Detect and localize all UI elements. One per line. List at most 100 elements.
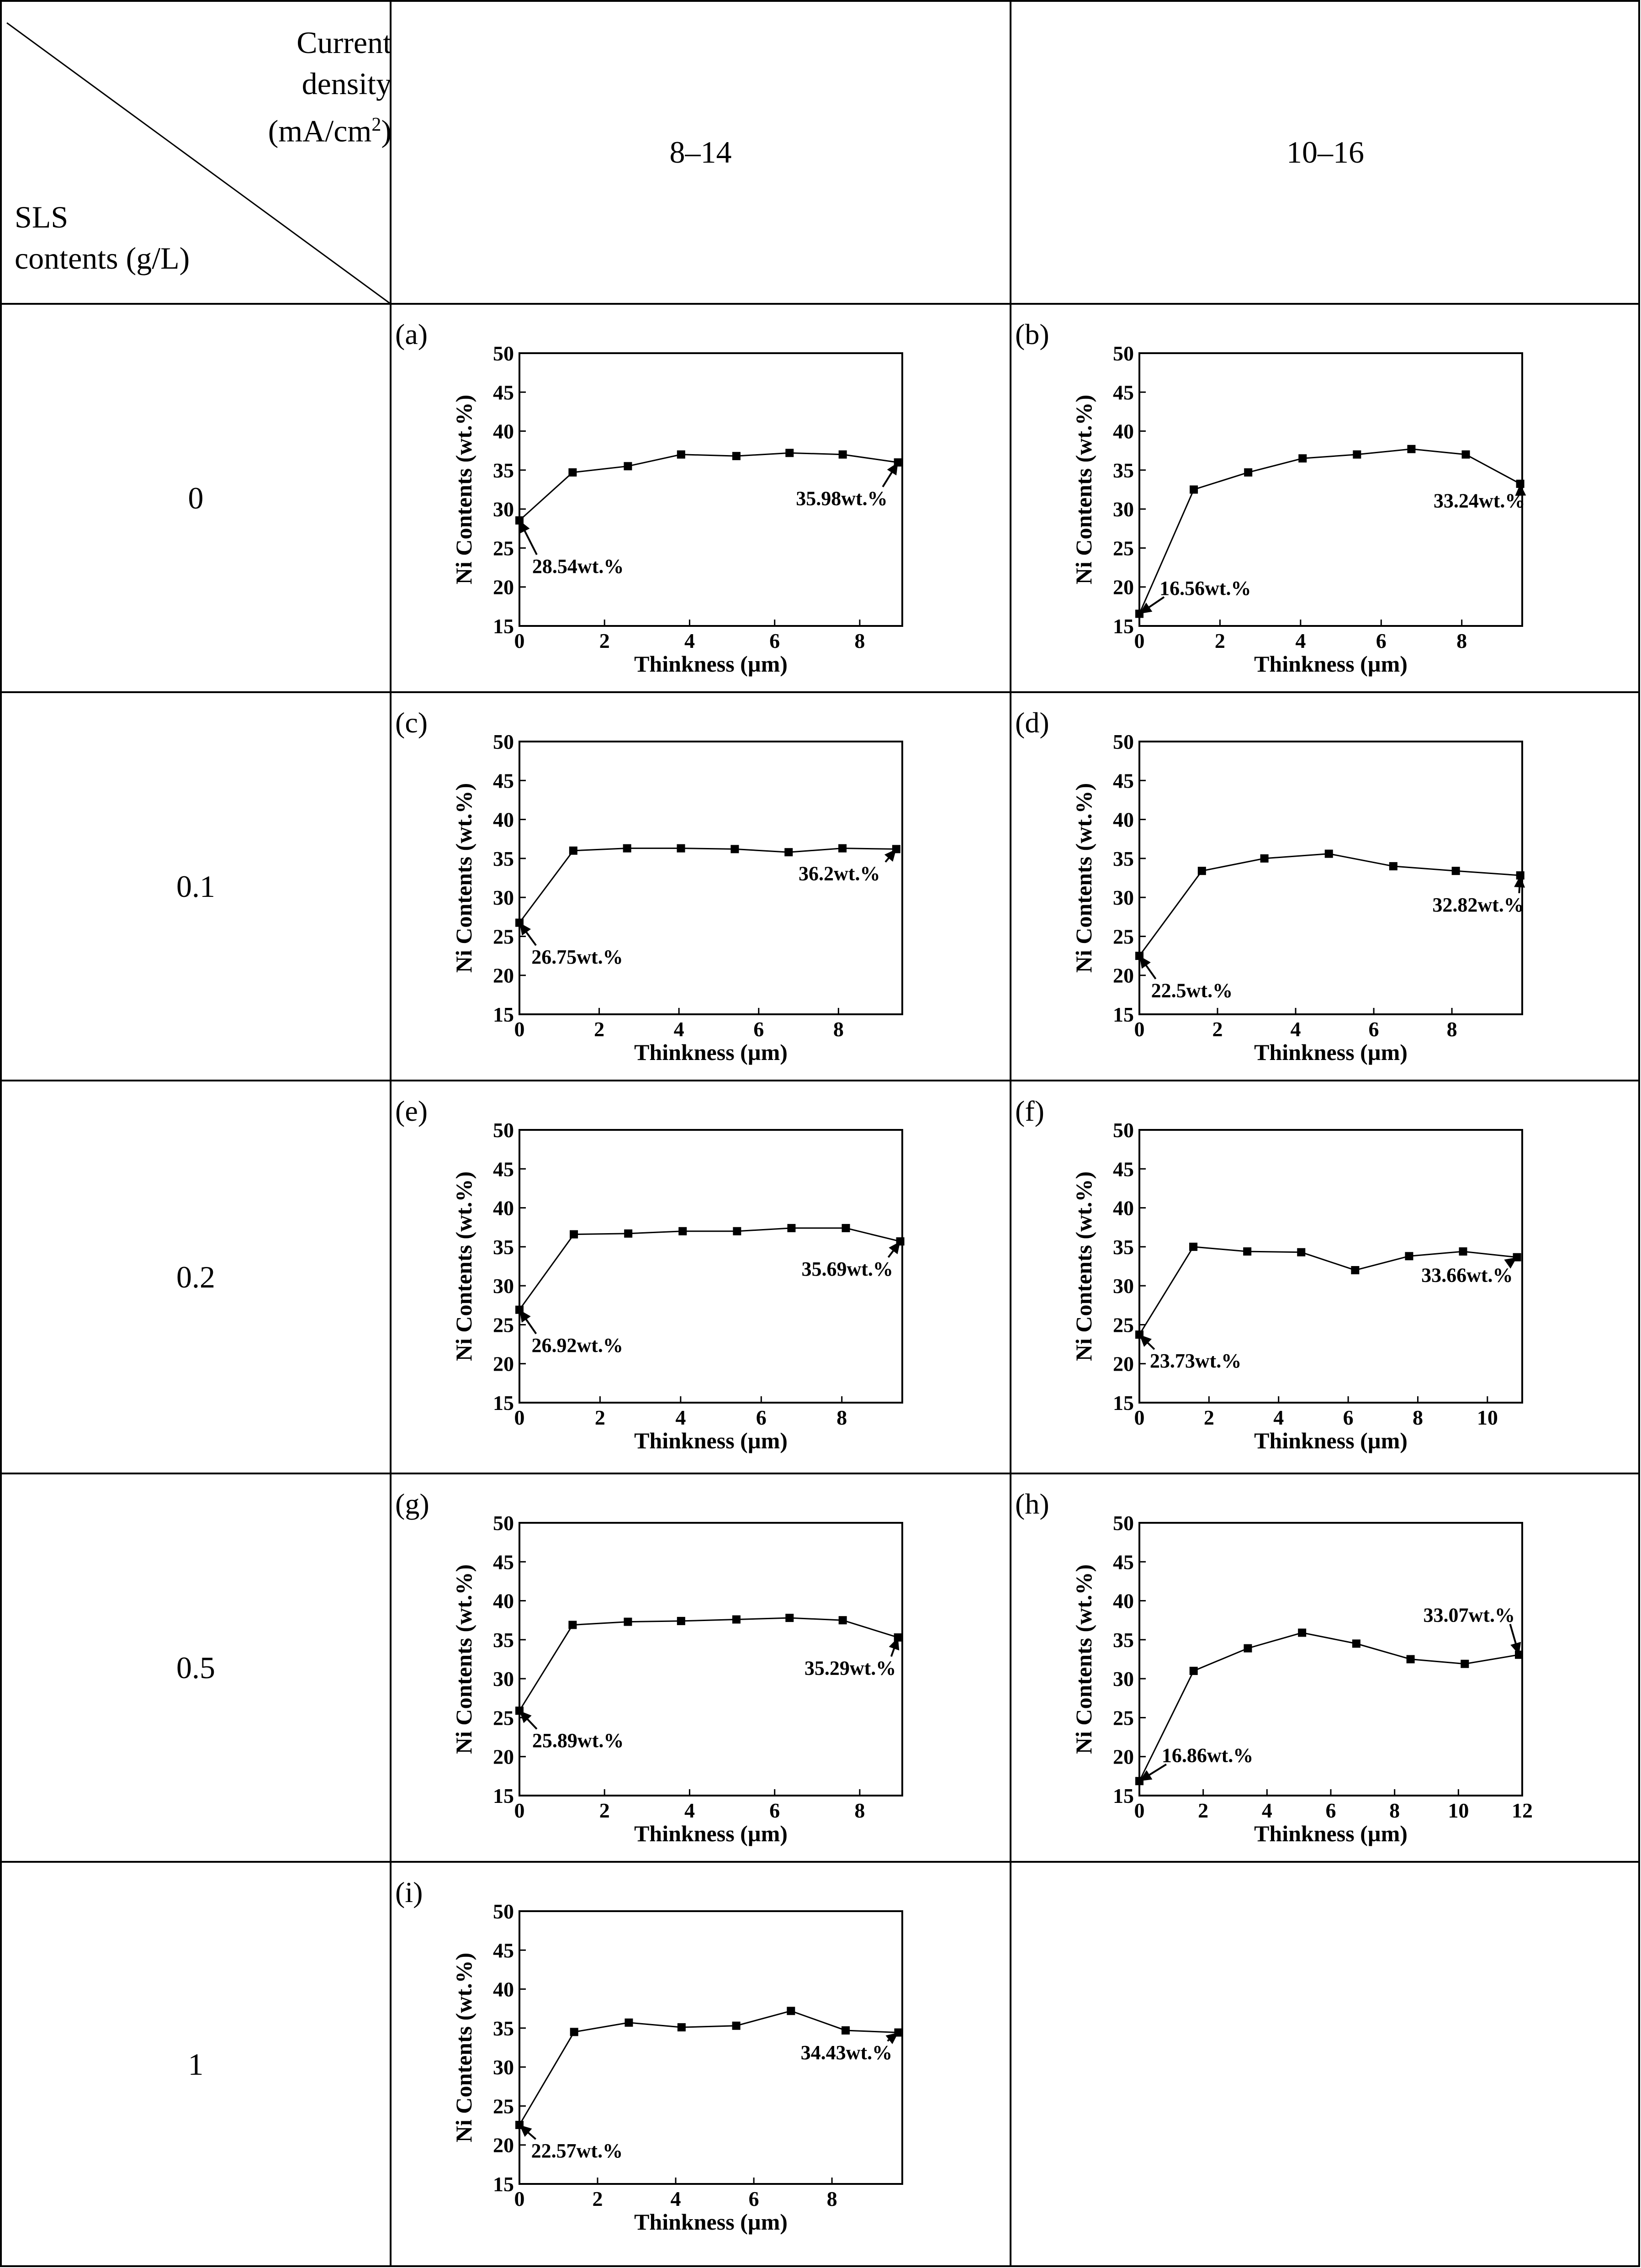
x-axis-label: Thinkness (µm) <box>1254 1428 1408 1453</box>
row-label-0-1: 0.1 <box>176 869 215 904</box>
data-annotation: 34.43wt.% <box>801 2041 892 2064</box>
y-tick-label: 30 <box>1113 498 1134 521</box>
data-point <box>1298 454 1307 463</box>
series-line <box>1138 1246 1517 1335</box>
data-annotation: 33.66wt.% <box>1421 1264 1513 1287</box>
axes-frame <box>519 741 903 1015</box>
current-density-header: Current density (mA/cm2) <box>268 22 392 152</box>
x-tick-label: 2 <box>1212 1017 1223 1041</box>
data-annotation: 16.56wt.% <box>1159 577 1251 599</box>
y-tick-label: 40 <box>493 1197 514 1220</box>
data-point <box>1244 1644 1252 1653</box>
x-tick-label: 2 <box>595 1406 605 1429</box>
current-density-line-2: density <box>302 66 392 101</box>
x-tick-label: 8 <box>827 2187 837 2210</box>
y-tick-label: 45 <box>1113 1157 1134 1181</box>
y-tick-label: 40 <box>1113 1197 1134 1220</box>
data-point <box>568 1621 577 1629</box>
annotation-arrowhead <box>1514 875 1525 888</box>
y-tick-label: 35 <box>493 1628 514 1652</box>
data-point <box>1189 1242 1198 1251</box>
panel-label: (c) <box>395 706 428 739</box>
y-tick-label: 25 <box>493 2094 514 2118</box>
y-tick-label: 20 <box>1113 1745 1134 1769</box>
annotation-arrowhead <box>889 1637 900 1651</box>
y-tick-label: 25 <box>493 1706 514 1729</box>
data-point <box>677 1616 685 1625</box>
y-tick-label: 20 <box>493 576 514 599</box>
data-point <box>623 844 631 853</box>
annotation-arrowhead <box>1504 1257 1517 1269</box>
x-tick-label: 6 <box>769 1799 780 1822</box>
annotation-arrowhead <box>519 1309 531 1323</box>
y-tick-label: 20 <box>493 2134 514 2157</box>
annotation-arrowhead <box>1139 602 1153 614</box>
x-tick-label: 4 <box>1291 1017 1301 1041</box>
annotation-arrowhead <box>1510 1642 1521 1655</box>
data-annotation: 33.07wt.% <box>1424 1604 1515 1627</box>
y-tick-label: 50 <box>493 730 514 753</box>
y-tick-label: 50 <box>493 1900 514 1923</box>
y-tick-label: 25 <box>1113 536 1134 560</box>
x-tick-label: 2 <box>1215 629 1225 652</box>
data-annotation: 26.92wt.% <box>531 1334 623 1357</box>
panel-label: (b) <box>1015 318 1049 350</box>
y-tick-label: 15 <box>493 1784 514 1807</box>
data-point <box>732 452 741 461</box>
data-point <box>568 468 577 477</box>
annotation-arrowhead <box>1139 1335 1152 1347</box>
y-tick-label: 35 <box>1113 459 1134 482</box>
x-tick-label: 0 <box>514 1799 525 1822</box>
y-axis-label: Ni Contents (wt.%) <box>1071 1171 1096 1361</box>
row-label-0-5: 0.5 <box>176 1650 215 1685</box>
row-label-0-2: 0.2 <box>176 1259 215 1294</box>
x-tick-label: 8 <box>1456 629 1467 652</box>
y-tick-label: 15 <box>1113 1391 1134 1415</box>
annotation-arrowhead <box>519 2125 532 2137</box>
data-annotation: 28.54wt.% <box>532 555 624 578</box>
data-point <box>625 2018 633 2027</box>
data-point <box>1189 1667 1198 1675</box>
x-tick-label: 4 <box>684 1799 695 1822</box>
row-label-1: 1 <box>188 2047 204 2082</box>
data-point <box>1297 1248 1306 1256</box>
x-tick-label: 8 <box>1389 1799 1400 1822</box>
sls-contents-header: SLS contents (g/L) <box>15 196 190 279</box>
data-point <box>1324 849 1333 858</box>
y-tick-label: 20 <box>493 1745 514 1769</box>
data-point <box>570 2028 578 2036</box>
y-tick-label: 50 <box>1113 342 1134 365</box>
x-tick-label: 8 <box>833 1017 844 1041</box>
data-point <box>1461 450 1470 459</box>
data-annotation: 35.69wt.% <box>801 1258 893 1280</box>
y-tick-label: 25 <box>1113 1706 1134 1729</box>
data-point <box>624 1229 633 1238</box>
data-point <box>838 450 847 459</box>
data-point <box>1353 450 1361 459</box>
sls-line-2: contents (g/L) <box>15 241 190 276</box>
x-axis-label: Thinkness (µm) <box>634 1039 788 1065</box>
x-tick-label: 10 <box>1477 1406 1498 1429</box>
x-tick-label: 4 <box>671 2187 681 2210</box>
x-axis-label: Thinkness (µm) <box>634 1428 788 1453</box>
current-density-line-1: Current <box>296 25 392 60</box>
data-point <box>733 1227 741 1235</box>
y-tick-label: 20 <box>493 1352 514 1376</box>
data-point <box>785 1614 794 1622</box>
y-tick-label: 50 <box>493 1511 514 1535</box>
y-tick-label: 40 <box>493 808 514 832</box>
series-line <box>519 1227 900 1310</box>
data-point <box>1451 867 1460 875</box>
data-point <box>1351 1266 1360 1275</box>
x-tick-label: 0 <box>514 1017 525 1041</box>
annotation-arrowhead <box>519 520 530 534</box>
y-tick-label: 35 <box>1113 1628 1134 1652</box>
data-point <box>1389 862 1397 870</box>
series-line <box>519 848 896 923</box>
panel-label: (f) <box>1015 1095 1044 1127</box>
y-tick-label: 15 <box>1113 1784 1134 1807</box>
